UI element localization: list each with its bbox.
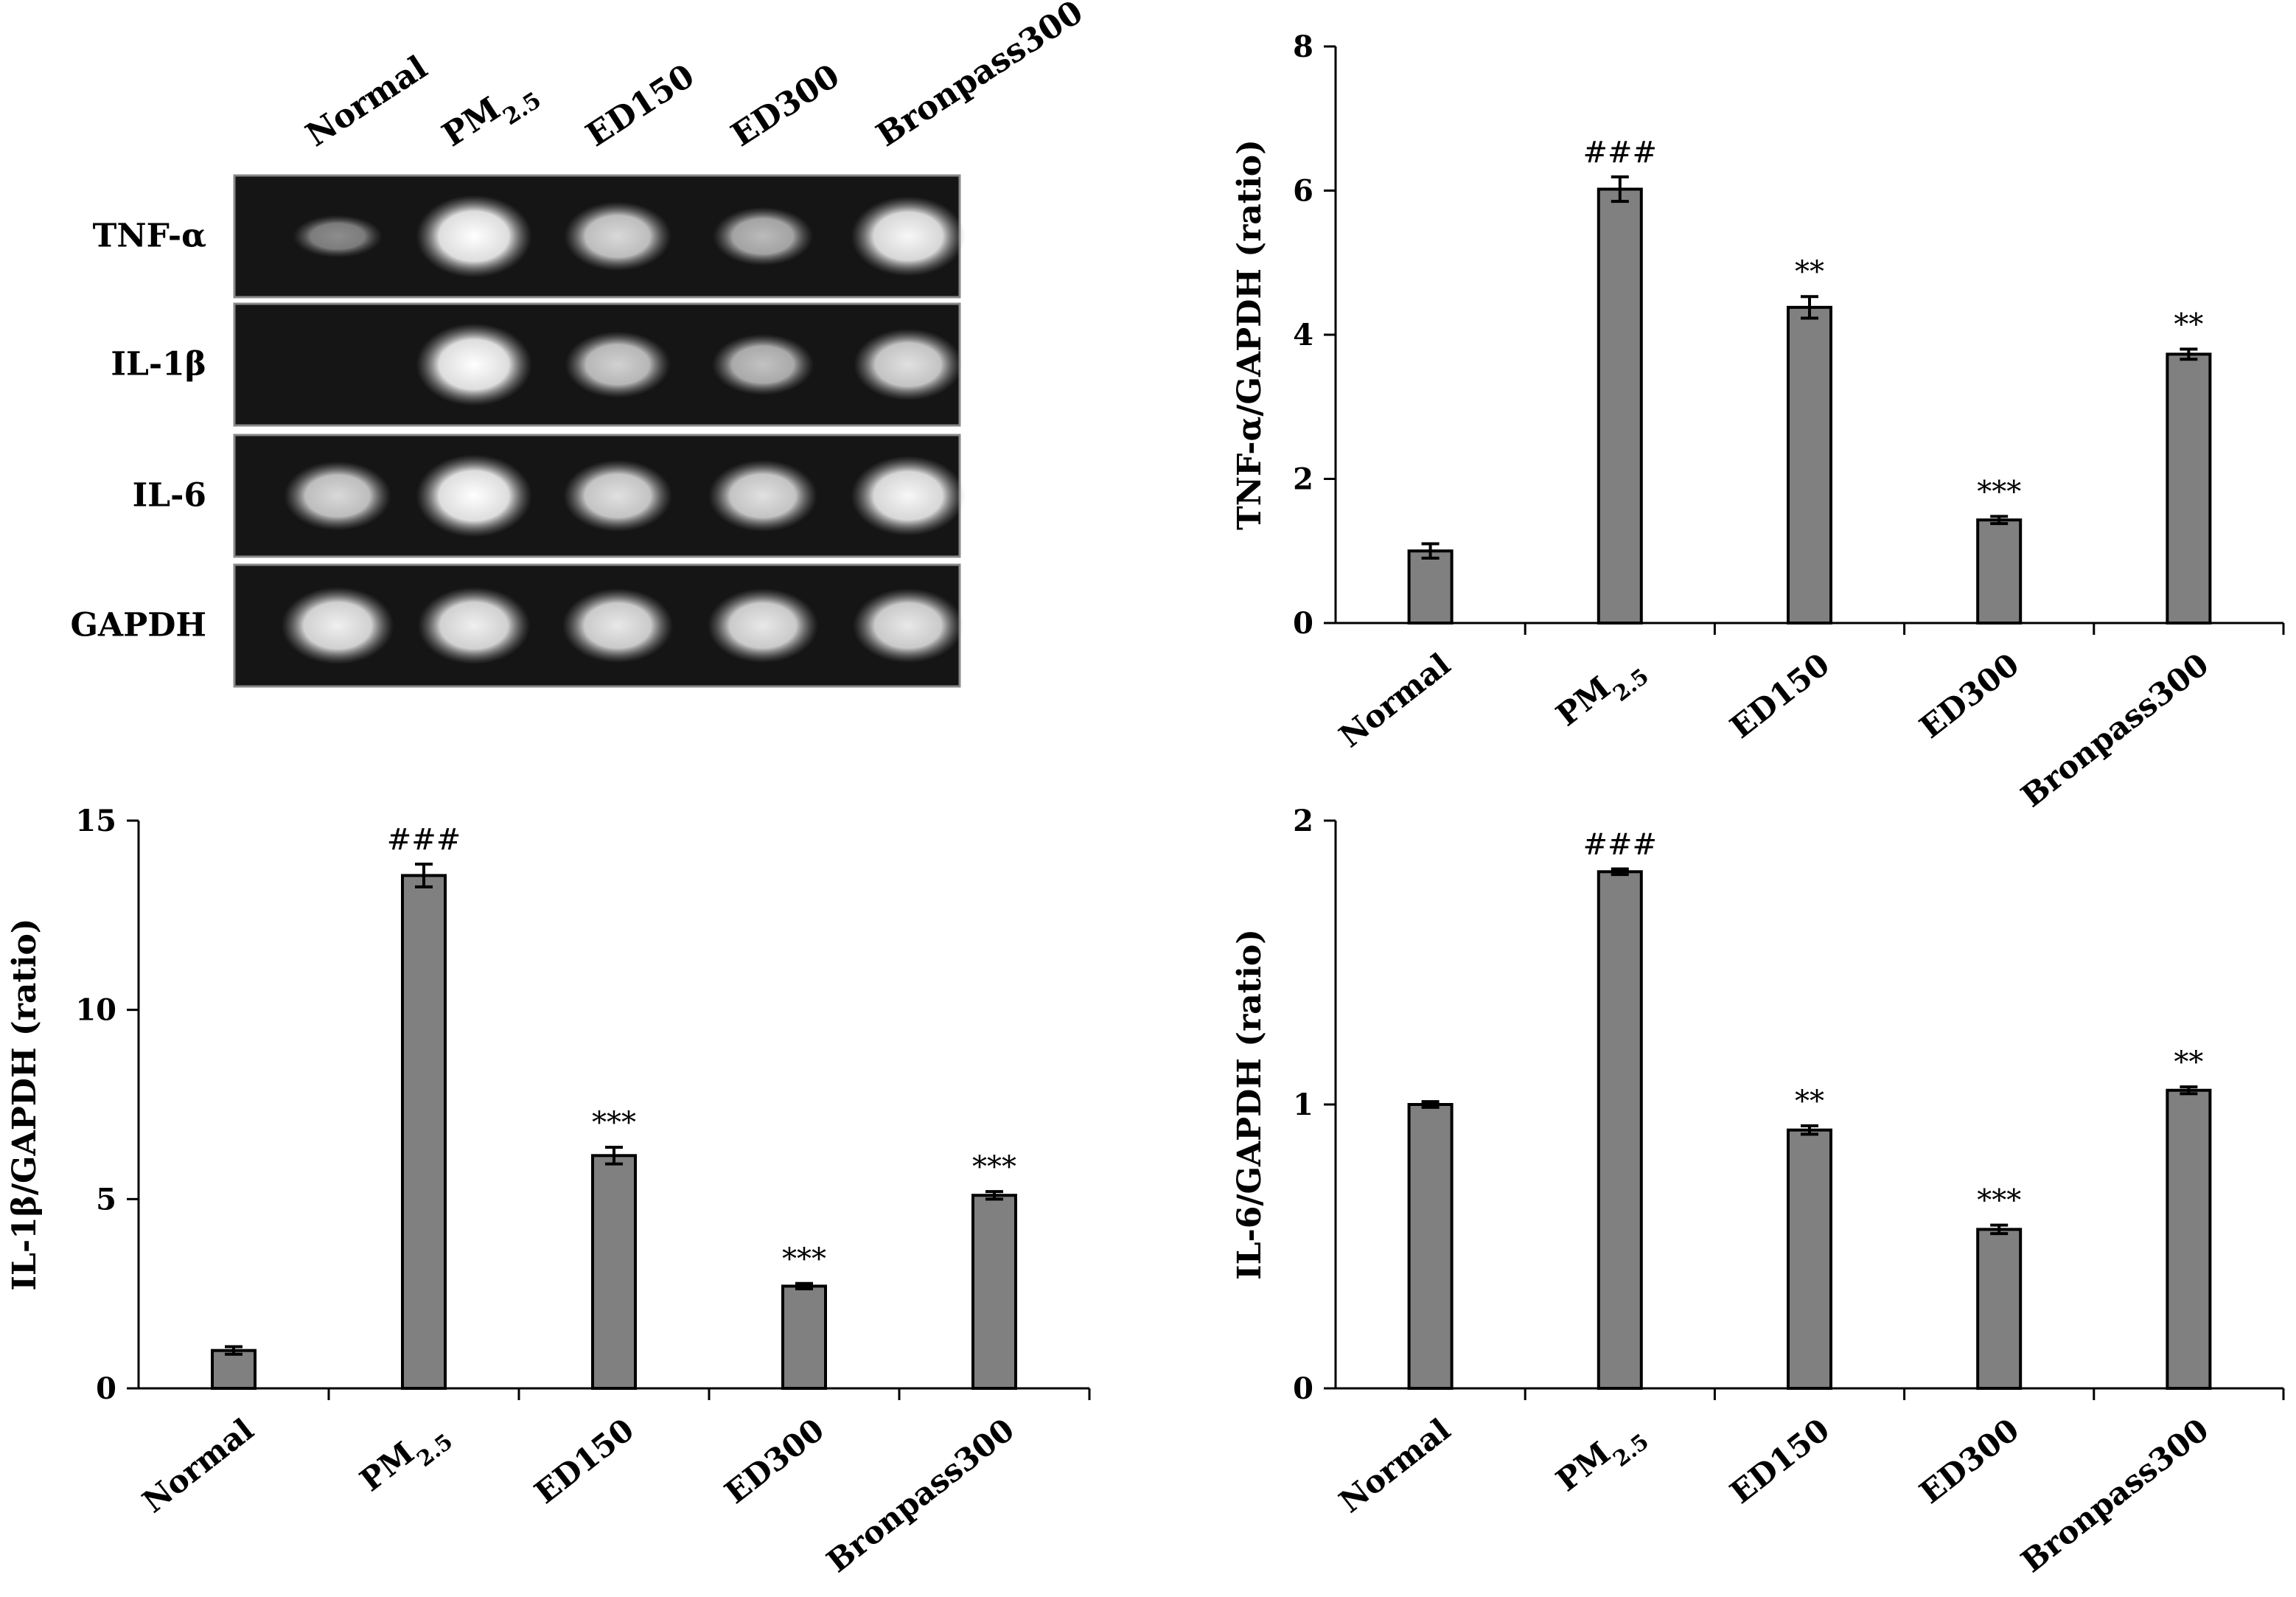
gel-band bbox=[707, 588, 819, 664]
bar-pm2-5 bbox=[401, 874, 447, 1390]
lane-label-bronpass300: Bronpass300 bbox=[870, 0, 1089, 154]
gel-band bbox=[416, 454, 532, 537]
bar-bronpass300 bbox=[2166, 1088, 2212, 1390]
gel-band bbox=[563, 459, 672, 532]
significance-label: ### bbox=[1583, 136, 1658, 170]
gel-row-il-1: IL-1β bbox=[111, 302, 963, 427]
y-tick-label: 8 bbox=[1293, 29, 1313, 64]
x-tick-label-pm2-5: PM2.5 bbox=[353, 1411, 457, 1507]
gel-band bbox=[708, 459, 817, 532]
gel-band bbox=[852, 588, 964, 664]
y-tick-label: 5 bbox=[96, 1182, 116, 1217]
gel-row-il-6: IL-6 bbox=[133, 434, 966, 558]
x-tick-label-normal: Normal bbox=[1333, 1411, 1457, 1520]
gel-band bbox=[416, 323, 532, 406]
gel-band bbox=[564, 201, 671, 271]
y-axis-label: TNF-α/GAPDH (ratio) bbox=[1231, 139, 1269, 530]
gel-band bbox=[417, 587, 531, 664]
il-1beta-chart: IL-1β/GAPDH (ratio) 0 5 10 15 Normal ### PM2.5 *… bbox=[6, 804, 1091, 1579]
x-tick-label-ed300: ED300 bbox=[1913, 646, 2025, 745]
bar-bronpass300 bbox=[2166, 352, 2212, 624]
significance-label: *** bbox=[592, 1106, 636, 1140]
x-tick-label-bronpass300: Bronpass300 bbox=[820, 1411, 1021, 1579]
bar-normal bbox=[1407, 549, 1454, 624]
bar-ed300 bbox=[1976, 518, 2023, 625]
significance-label: *** bbox=[1977, 1184, 2021, 1218]
x-tick-label-bronpass300: Bronpass300 bbox=[2014, 1411, 2216, 1579]
y-tick-label: 15 bbox=[75, 804, 116, 838]
il-6-chart: IL-6/GAPDH (ratio) 0 1 2 Normal ### PM2.5 ** ED1… bbox=[1231, 804, 2285, 1579]
significance-label: *** bbox=[972, 1150, 1016, 1184]
lane-label-ed300: ED300 bbox=[725, 57, 846, 154]
bar-ed300 bbox=[1976, 1228, 2023, 1391]
gel-row-label: IL-1β bbox=[111, 346, 206, 383]
x-tick-label-pm2-5: PM2.5 bbox=[1549, 1411, 1653, 1507]
gel-band bbox=[712, 206, 814, 266]
x-tick-label-normal: Normal bbox=[1333, 646, 1457, 754]
gel-band bbox=[565, 331, 671, 398]
x-tick-label-ed150: ED150 bbox=[1723, 646, 1836, 745]
x-tick-label-normal: Normal bbox=[136, 1411, 260, 1520]
gel-row-label: IL-6 bbox=[133, 477, 206, 515]
gel-band bbox=[851, 456, 966, 536]
lane-label-ed150: ED150 bbox=[579, 57, 701, 154]
gel-band bbox=[416, 195, 532, 278]
bar-pm2-5 bbox=[1597, 870, 1643, 1391]
x-tick-label-ed150: ED150 bbox=[528, 1411, 641, 1511]
bar-pm2-5 bbox=[1597, 187, 1643, 625]
significance-label: ** bbox=[1795, 1085, 1824, 1118]
gel-band bbox=[281, 587, 394, 664]
significance-label: ### bbox=[387, 823, 461, 857]
x-tick-label-bronpass300: Bronpass300 bbox=[2014, 646, 2216, 814]
bar-ed150 bbox=[591, 1154, 637, 1391]
y-tick-label: 10 bbox=[75, 993, 116, 1028]
significance-label: *** bbox=[1977, 475, 2021, 509]
significance-label: *** bbox=[782, 1242, 826, 1276]
gel-band bbox=[711, 333, 814, 396]
x-tick-label-ed150: ED150 bbox=[1723, 1411, 1836, 1511]
y-tick-label: 2 bbox=[1293, 804, 1313, 838]
y-tick-label: 1 bbox=[1293, 1088, 1313, 1122]
y-axis-label: IL-1β/GAPDH (ratio) bbox=[6, 918, 43, 1290]
lane-label-normal: Normal bbox=[299, 49, 434, 154]
tnf-alpha-chart: TNF-α/GAPDH (ratio) 0 2 4 6 8 Normal ### PM2.5 **… bbox=[1231, 29, 2285, 814]
lane-label-pm2-5: PM2.5 bbox=[436, 69, 545, 164]
gel-row-gapdh: GAPDH bbox=[70, 563, 964, 688]
y-tick-label: 2 bbox=[1293, 462, 1313, 497]
gel-band bbox=[562, 588, 674, 664]
gel-panel: Normal PM2.5 ED150 ED300 Bronpass300 TNF-α IL-… bbox=[70, 0, 1089, 688]
significance-label: ### bbox=[1583, 827, 1658, 861]
gel-row-label: GAPDH bbox=[70, 607, 206, 644]
significance-label: ** bbox=[2174, 1045, 2203, 1079]
gel-band bbox=[292, 215, 383, 258]
gel-band bbox=[284, 461, 391, 531]
y-tick-label: 6 bbox=[1293, 174, 1313, 209]
significance-label: ** bbox=[2174, 308, 2203, 342]
gel-band bbox=[851, 196, 966, 276]
bar-bronpass300 bbox=[971, 1194, 1017, 1390]
x-tick-label-ed300: ED300 bbox=[1913, 1411, 2025, 1511]
significance-label: ** bbox=[1795, 255, 1824, 289]
bar-normal bbox=[1407, 1103, 1454, 1390]
bar-ed300 bbox=[781, 1284, 827, 1391]
x-tick-label-pm2-5: PM2.5 bbox=[1549, 646, 1653, 742]
y-tick-label: 0 bbox=[1293, 1371, 1313, 1406]
x-tick-label-ed300: ED300 bbox=[718, 1411, 831, 1511]
y-tick-label: 4 bbox=[1293, 318, 1313, 352]
bar-ed150 bbox=[1787, 1128, 1832, 1391]
bar-normal bbox=[211, 1349, 257, 1390]
gel-band bbox=[854, 328, 963, 401]
gel-row-label: TNF-α bbox=[93, 218, 206, 255]
bar-ed150 bbox=[1787, 305, 1832, 624]
y-axis-label: IL-6/GAPDH (ratio) bbox=[1231, 929, 1269, 1280]
y-tick-label: 0 bbox=[96, 1371, 116, 1406]
y-tick-label: 0 bbox=[1293, 606, 1313, 641]
gel-row-tnf: TNF-α bbox=[93, 174, 966, 299]
